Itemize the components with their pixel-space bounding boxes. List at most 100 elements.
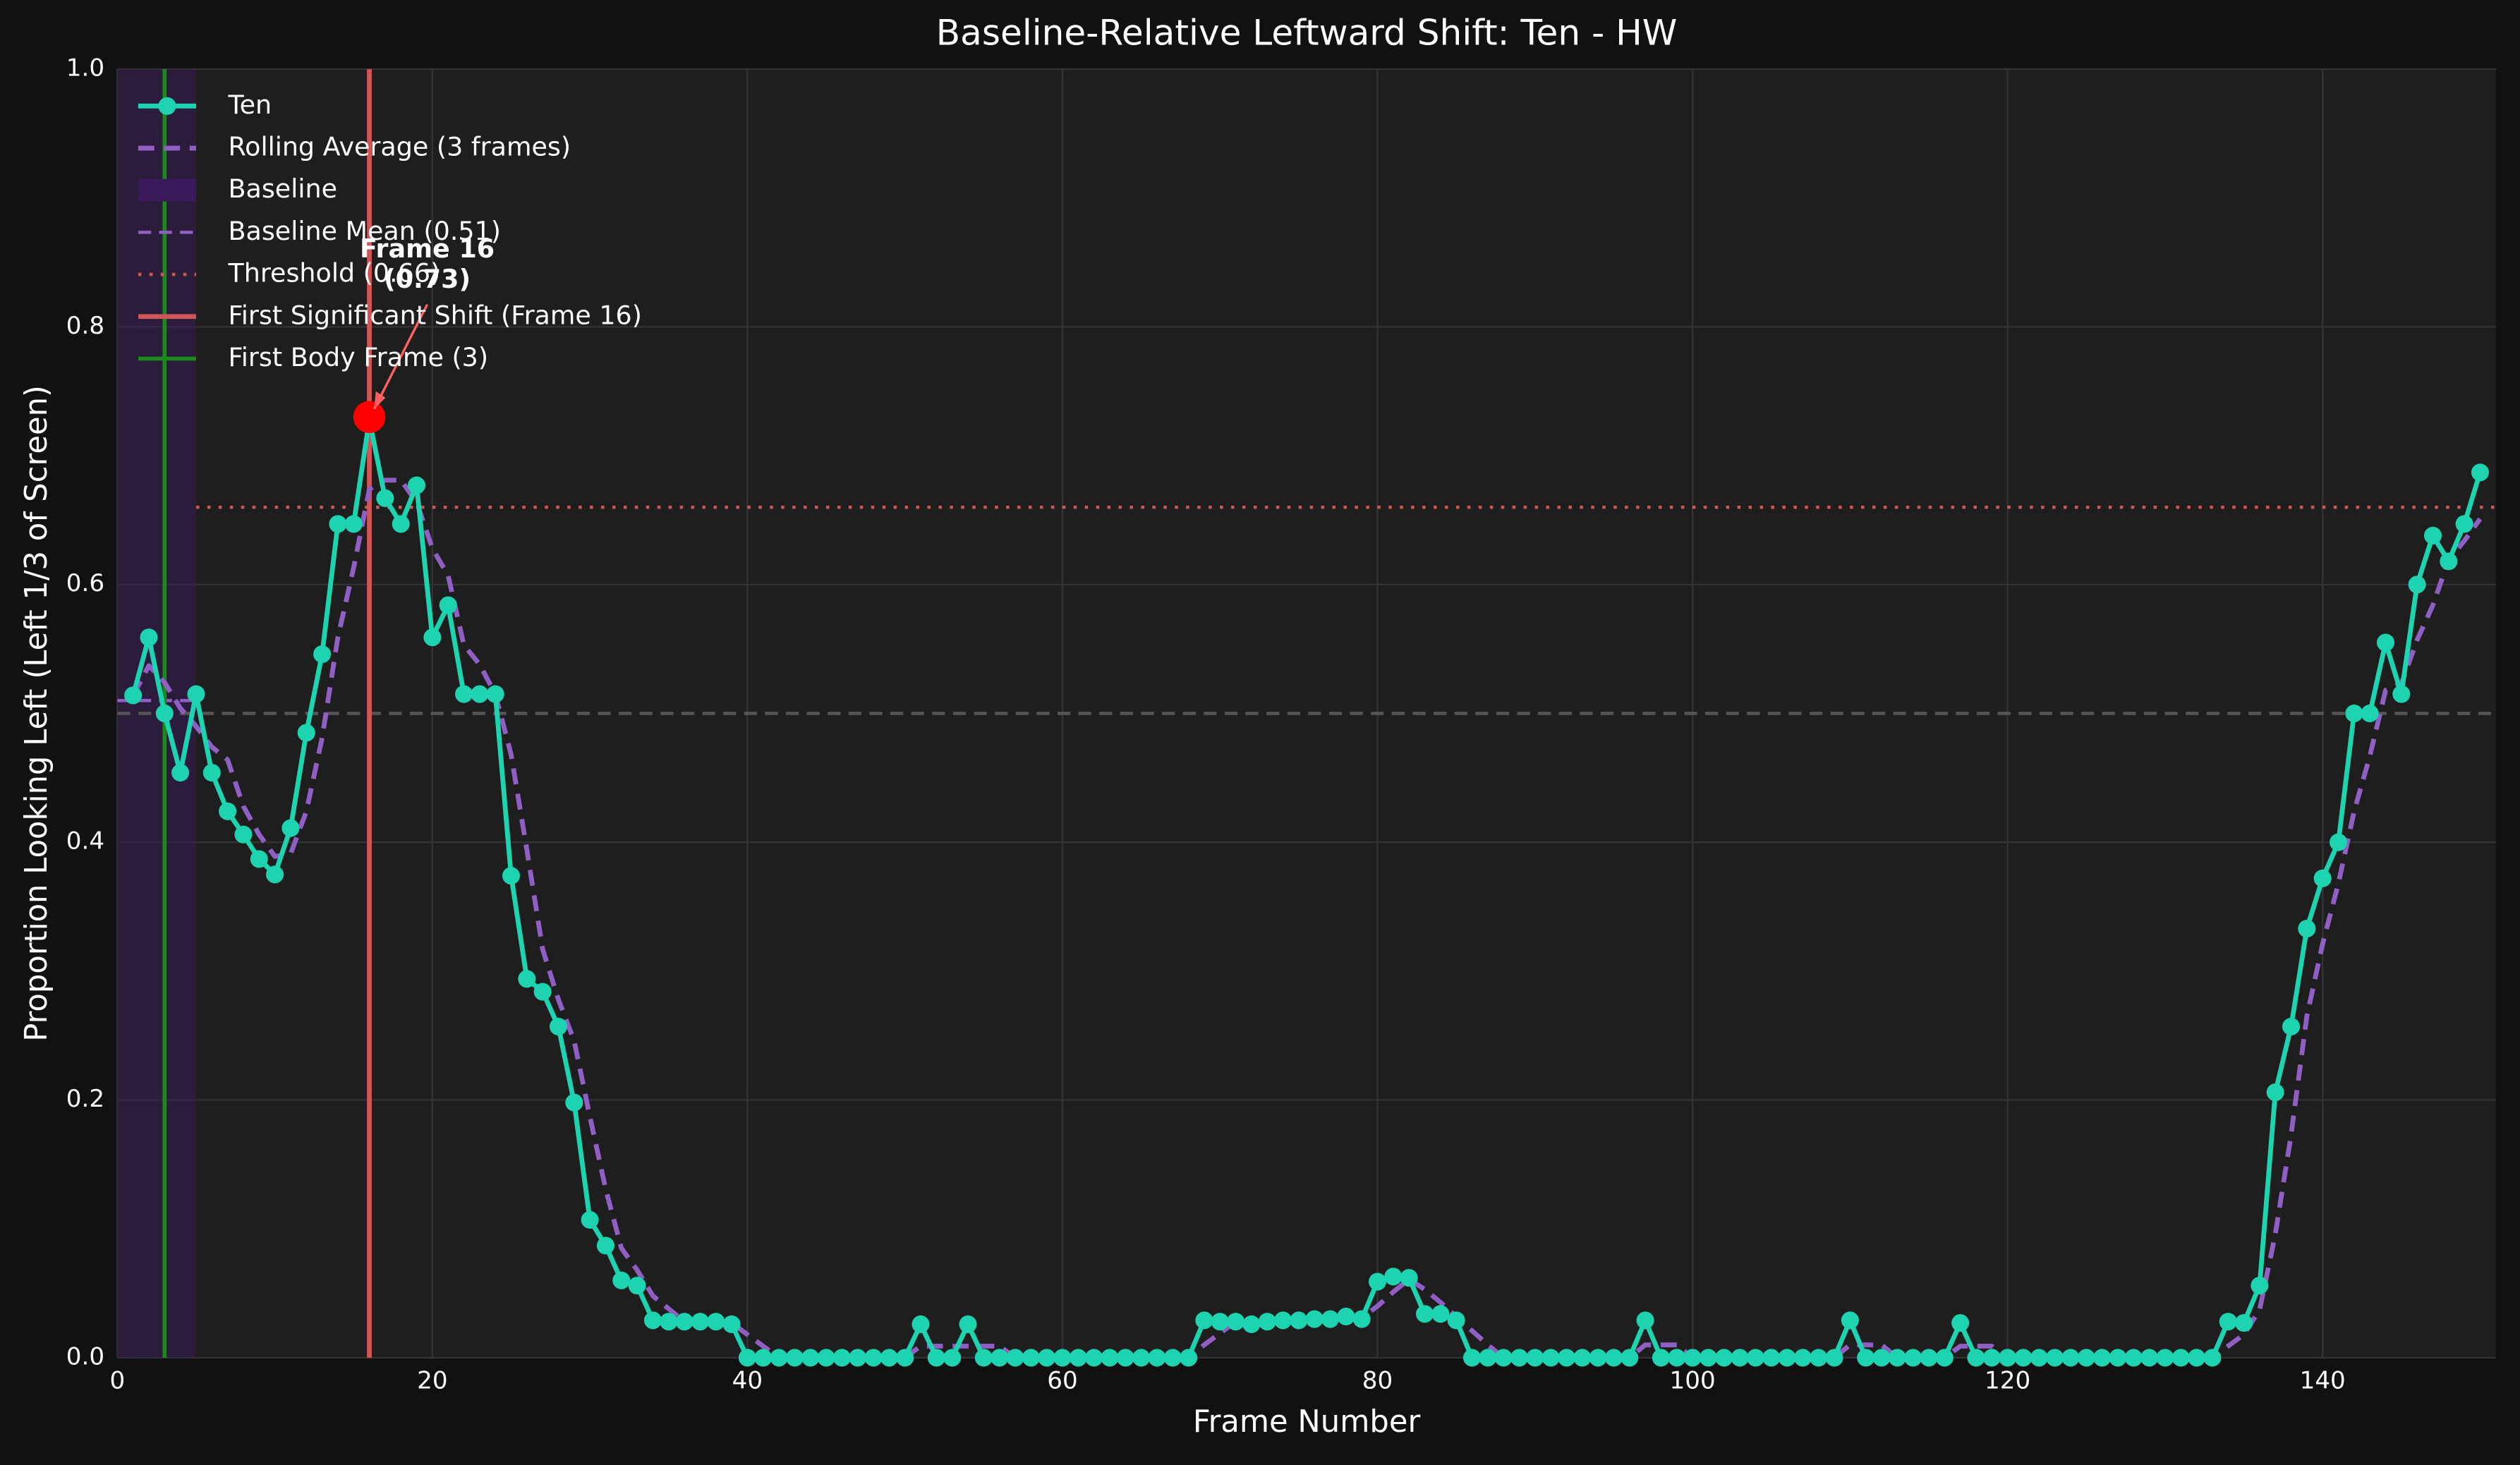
data-point (2361, 704, 2379, 722)
data-point (124, 686, 143, 705)
data-point (187, 685, 205, 703)
data-point (1462, 1349, 1482, 1367)
data-point (2282, 1017, 2301, 1035)
data-point (2251, 1277, 2269, 1295)
data-point (1006, 1349, 1024, 1367)
data-point (423, 628, 442, 647)
data-point (2392, 685, 2411, 703)
data-point (1982, 1349, 2001, 1367)
legend-label: Baseline (229, 174, 338, 204)
data-point (927, 1349, 945, 1367)
data-point (691, 1313, 709, 1331)
data-point (1825, 1349, 1843, 1367)
x-tick-label: 120 (1985, 1367, 2030, 1395)
data-point (2455, 515, 2473, 533)
data-point (660, 1313, 678, 1331)
data-point (2077, 1349, 2095, 1367)
data-point (1621, 1349, 1639, 1367)
data-point (1415, 1305, 1434, 1323)
data-point (1810, 1349, 1828, 1367)
data-point (565, 1093, 583, 1112)
legend-label: Baseline Mean (0.51) (229, 216, 502, 246)
data-point (2203, 1349, 2222, 1367)
data-point (832, 1349, 851, 1367)
data-point (2423, 526, 2442, 545)
data-point (1967, 1349, 1985, 1367)
data-point (974, 1349, 993, 1367)
data-point (1053, 1349, 1072, 1367)
data-point (1101, 1349, 1119, 1367)
data-point (612, 1271, 631, 1289)
data-point (2376, 633, 2395, 652)
data-point (1636, 1311, 1654, 1330)
annotation-text: Frame 16 (360, 233, 495, 264)
y-tick-label: 0.8 (66, 312, 104, 340)
data-point (2171, 1349, 2190, 1367)
data-point (2345, 704, 2363, 722)
data-point (817, 1349, 835, 1367)
data-point (1211, 1313, 1229, 1331)
data-point (2014, 1349, 2033, 1367)
data-point (864, 1349, 883, 1367)
data-point (2109, 1349, 2127, 1367)
y-tick-label: 1.0 (66, 54, 104, 82)
data-point (2235, 1314, 2253, 1332)
data-point (329, 515, 347, 533)
data-point (2030, 1349, 2048, 1367)
data-point (155, 704, 174, 722)
data-point (2298, 920, 2316, 938)
data-point (1321, 1310, 1340, 1328)
data-point (1557, 1349, 1575, 1367)
data-point (533, 983, 552, 1001)
data-point (1258, 1313, 1276, 1331)
data-point (1731, 1349, 1749, 1367)
data-point (770, 1349, 788, 1367)
data-point (471, 685, 489, 703)
data-point (1290, 1311, 1308, 1330)
data-point (1069, 1349, 1087, 1367)
data-point (1683, 1349, 1702, 1367)
data-point (455, 685, 473, 703)
legend-label: First Significant Shift (Frame 16) (229, 300, 642, 330)
data-point (2313, 869, 2332, 887)
data-point (1242, 1315, 1261, 1333)
x-tick-label: 80 (1362, 1367, 1393, 1395)
data-point (1163, 1349, 1182, 1367)
data-point (1526, 1349, 1544, 1367)
data-point (1148, 1349, 1166, 1367)
data-point (202, 763, 221, 782)
data-point (1793, 1349, 1812, 1367)
data-point (1337, 1307, 1355, 1325)
data-point (1746, 1349, 1764, 1367)
data-point (1841, 1311, 1859, 1330)
data-point (1384, 1268, 1403, 1286)
data-point (1116, 1349, 1134, 1367)
data-point (2408, 576, 2426, 594)
data-point (313, 645, 332, 663)
data-point (1999, 1349, 2017, 1367)
data-point (1699, 1349, 1717, 1367)
data-point (2329, 833, 2348, 851)
data-point (2140, 1349, 2159, 1367)
annotation-arrow (372, 304, 429, 410)
data-point (1715, 1349, 1733, 1367)
data-point (1652, 1349, 1670, 1367)
highlight-point (353, 401, 386, 434)
legend-label: First Body Frame (3) (229, 342, 489, 372)
legend-label: Ten (228, 90, 272, 120)
data-point (486, 685, 504, 703)
data-point (219, 802, 237, 820)
data-point (722, 1315, 741, 1333)
y-tick-label: 0.0 (66, 1342, 104, 1370)
legend-label: Rolling Average (3 frames) (229, 132, 571, 162)
data-point (518, 970, 536, 988)
chart-title: Baseline-Relative Leftward Shift: Ten - … (936, 12, 1678, 54)
data-point (628, 1277, 646, 1295)
legend-label: Threshold (0.66) (228, 258, 441, 288)
data-point (943, 1349, 962, 1367)
data-point (439, 596, 457, 614)
data-point (2093, 1349, 2112, 1367)
data-point (1494, 1349, 1513, 1367)
data-point (911, 1315, 930, 1333)
data-point (2219, 1313, 2237, 1331)
